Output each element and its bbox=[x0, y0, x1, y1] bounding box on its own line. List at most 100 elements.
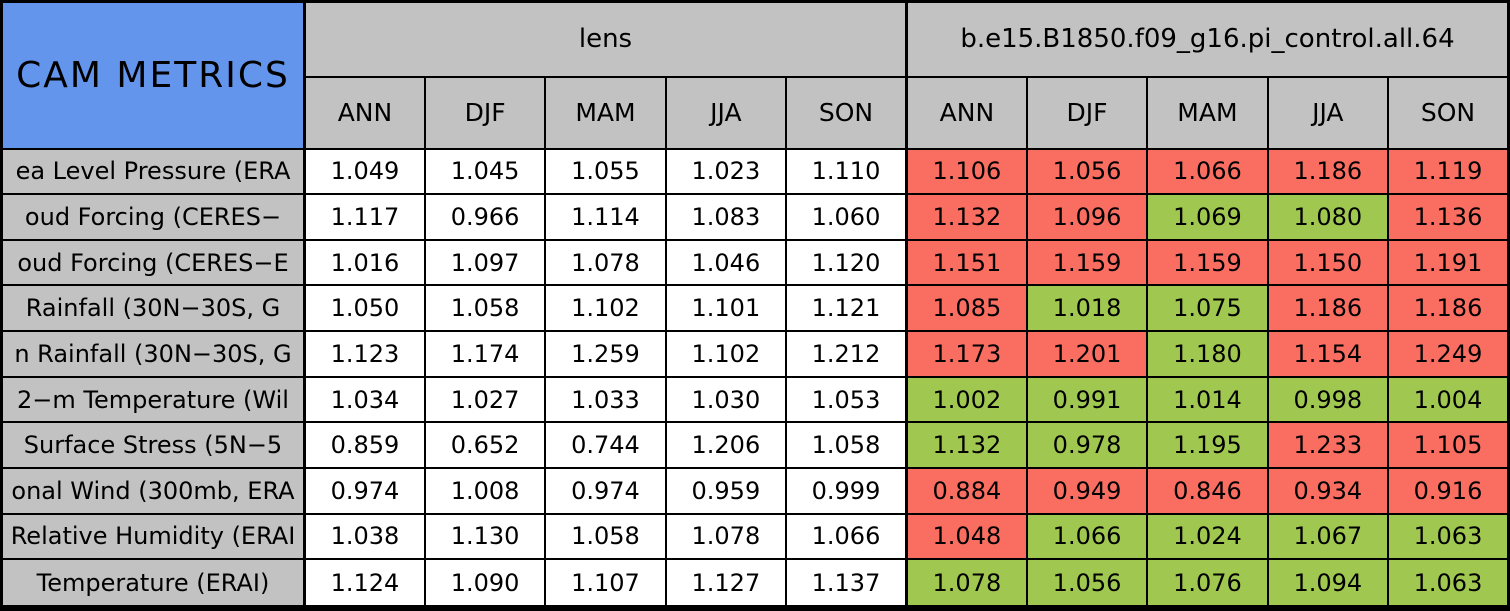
row-label: Relative Humidity (ERAI bbox=[0, 512, 306, 561]
season-header: JJA bbox=[664, 75, 788, 150]
row-label: n Rainfall (30N−30S, G bbox=[0, 330, 306, 378]
metric-cell: 1.063 bbox=[1387, 558, 1510, 609]
metric-cell: 1.114 bbox=[544, 193, 667, 241]
metric-cell: 1.083 bbox=[664, 193, 788, 241]
metric-cell: 1.101 bbox=[664, 284, 788, 333]
metric-cell: 1.159 bbox=[1146, 238, 1269, 287]
metric-cell: 0.974 bbox=[544, 466, 667, 515]
metric-cell: 1.180 bbox=[1146, 330, 1269, 378]
metric-cell: 0.652 bbox=[423, 421, 547, 469]
metric-cell: 0.966 bbox=[423, 193, 547, 241]
season-header: SON bbox=[1387, 75, 1510, 150]
group-header-lens: lens bbox=[303, 0, 908, 78]
metric-cell: 1.075 bbox=[1146, 284, 1269, 333]
metric-cell: 1.078 bbox=[544, 238, 667, 287]
metric-cell: 1.002 bbox=[904, 375, 1028, 424]
table-row: Temperature (ERAI) 1.124 1.090 1.107 1.1… bbox=[0, 558, 1510, 609]
metric-cell: 1.066 bbox=[1025, 512, 1149, 561]
metric-cell: 0.998 bbox=[1266, 375, 1390, 424]
metric-cell: 1.124 bbox=[302, 558, 426, 609]
metric-cell: 1.033 bbox=[544, 375, 667, 424]
metric-cell: 1.136 bbox=[1387, 193, 1510, 241]
row-label: oud Forcing (CERES−E bbox=[0, 238, 306, 287]
row-label: oud Forcing (CERES− bbox=[0, 193, 306, 241]
metric-cell: 0.978 bbox=[1025, 421, 1149, 469]
metric-cell: 0.959 bbox=[664, 466, 788, 515]
table-row: oud Forcing (CERES− 1.117 0.966 1.114 1.… bbox=[0, 193, 1510, 241]
metric-cell: 0.744 bbox=[544, 421, 667, 469]
metric-cell: 1.038 bbox=[302, 512, 426, 561]
metric-cell: 1.186 bbox=[1266, 284, 1390, 333]
metric-cell: 1.053 bbox=[785, 375, 908, 424]
metric-cell: 0.999 bbox=[785, 466, 908, 515]
metric-cell: 1.151 bbox=[904, 238, 1028, 287]
metric-cell: 1.259 bbox=[544, 330, 667, 378]
row-label: Surface Stress (5N−5 bbox=[0, 421, 306, 469]
metric-cell: 1.195 bbox=[1146, 421, 1269, 469]
metric-cell: 1.016 bbox=[302, 238, 426, 287]
metric-cell: 1.123 bbox=[302, 330, 426, 378]
season-header: MAM bbox=[1146, 75, 1269, 150]
metric-cell: 1.132 bbox=[904, 421, 1028, 469]
table-row: Surface Stress (5N−5 0.859 0.652 0.744 1… bbox=[0, 421, 1510, 469]
metric-cell: 1.117 bbox=[302, 193, 426, 241]
metric-cell: 1.058 bbox=[785, 421, 908, 469]
metric-cell: 1.150 bbox=[1266, 238, 1390, 287]
metric-cell: 1.008 bbox=[423, 466, 547, 515]
season-header: SON bbox=[785, 75, 908, 150]
metric-cell: 1.212 bbox=[785, 330, 908, 378]
metric-cell: 1.119 bbox=[1387, 147, 1510, 196]
metric-cell: 1.078 bbox=[904, 558, 1028, 609]
metric-cell: 1.048 bbox=[904, 512, 1028, 561]
metric-cell: 1.066 bbox=[785, 512, 908, 561]
metric-cell: 1.080 bbox=[1266, 193, 1390, 241]
metric-cell: 1.090 bbox=[423, 558, 547, 609]
season-header: DJF bbox=[1025, 75, 1149, 150]
table-row: oud Forcing (CERES−E 1.016 1.097 1.078 1… bbox=[0, 238, 1510, 287]
season-header: ANN bbox=[904, 75, 1028, 150]
metric-cell: 1.018 bbox=[1025, 284, 1149, 333]
metric-cell: 1.249 bbox=[1387, 330, 1510, 378]
metric-cell: 1.056 bbox=[1025, 558, 1149, 609]
metric-cell: 1.076 bbox=[1146, 558, 1269, 609]
metric-cell: 1.058 bbox=[423, 284, 547, 333]
metric-cell: 1.023 bbox=[664, 147, 788, 196]
row-label: ea Level Pressure (ERA bbox=[0, 147, 306, 196]
metric-cell: 1.120 bbox=[785, 238, 908, 287]
metric-cell: 1.107 bbox=[544, 558, 667, 609]
metric-cell: 0.846 bbox=[1146, 466, 1269, 515]
season-header: MAM bbox=[544, 75, 667, 150]
metric-cell: 1.063 bbox=[1387, 512, 1510, 561]
metric-cell: 1.056 bbox=[1025, 147, 1149, 196]
table-row: n Rainfall (30N−30S, G 1.123 1.174 1.259… bbox=[0, 330, 1510, 378]
table-row: Rainfall (30N−30S, G 1.050 1.058 1.102 1… bbox=[0, 284, 1510, 333]
metric-cell: 1.055 bbox=[544, 147, 667, 196]
metric-cell: 1.004 bbox=[1387, 375, 1510, 424]
metric-cell: 1.097 bbox=[423, 238, 547, 287]
metric-cell: 1.154 bbox=[1266, 330, 1390, 378]
metric-cell: 0.859 bbox=[302, 421, 426, 469]
row-label: Temperature (ERAI) bbox=[0, 558, 306, 609]
metric-cell: 1.058 bbox=[544, 512, 667, 561]
metric-cell: 1.094 bbox=[1266, 558, 1390, 609]
row-label: 2−m Temperature (Wil bbox=[0, 375, 306, 424]
metric-cell: 1.206 bbox=[664, 421, 788, 469]
metric-cell: 1.066 bbox=[1146, 147, 1269, 196]
metric-cell: 1.173 bbox=[904, 330, 1028, 378]
metric-cell: 1.130 bbox=[423, 512, 547, 561]
table-title: CAM METRICS bbox=[0, 0, 306, 150]
metric-cell: 1.045 bbox=[423, 147, 547, 196]
metric-cell: 1.233 bbox=[1266, 421, 1390, 469]
metric-cell: 1.105 bbox=[1387, 421, 1510, 469]
season-header: JJA bbox=[1266, 75, 1390, 150]
metric-cell: 1.060 bbox=[785, 193, 908, 241]
metric-cell: 1.102 bbox=[544, 284, 667, 333]
metric-cell: 0.934 bbox=[1266, 466, 1390, 515]
row-label: Rainfall (30N−30S, G bbox=[0, 284, 306, 333]
metric-cell: 1.034 bbox=[302, 375, 426, 424]
metric-cell: 1.067 bbox=[1266, 512, 1390, 561]
season-header: DJF bbox=[423, 75, 547, 150]
metric-cell: 1.069 bbox=[1146, 193, 1269, 241]
metric-cell: 0.884 bbox=[904, 466, 1028, 515]
